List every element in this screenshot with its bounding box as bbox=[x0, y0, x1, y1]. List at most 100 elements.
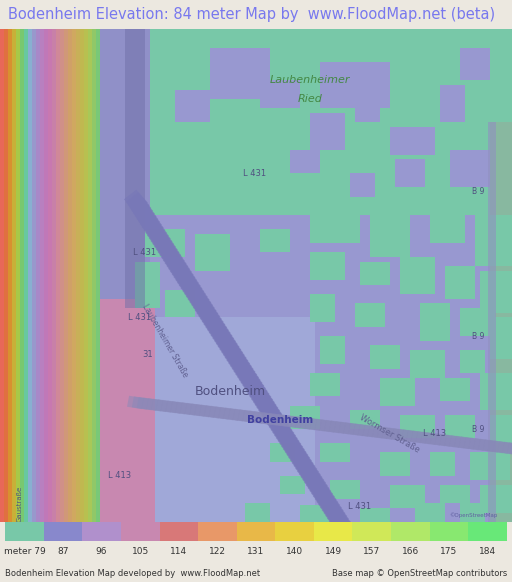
Bar bbox=[435, 434, 452, 447]
Bar bbox=[88, 29, 92, 522]
Text: Base map © OpenStreetMap contributors: Base map © OpenStreetMap contributors bbox=[332, 569, 507, 578]
Bar bbox=[440, 85, 465, 122]
Bar bbox=[416, 431, 433, 445]
Bar bbox=[271, 413, 288, 427]
Bar bbox=[4, 29, 8, 522]
Bar bbox=[238, 409, 254, 423]
Bar bbox=[175, 90, 210, 122]
Bar bbox=[235, 364, 259, 387]
Bar bbox=[308, 478, 331, 501]
Bar bbox=[350, 410, 380, 429]
Bar bbox=[195, 404, 211, 417]
Bar bbox=[126, 193, 150, 215]
Bar bbox=[260, 403, 284, 426]
Bar bbox=[152, 234, 176, 257]
Bar bbox=[135, 262, 160, 308]
Bar bbox=[352, 522, 391, 541]
Bar bbox=[148, 229, 173, 251]
Bar bbox=[269, 417, 292, 439]
Bar bbox=[370, 215, 410, 257]
Bar bbox=[24, 29, 28, 522]
Bar bbox=[478, 439, 495, 452]
Bar bbox=[175, 270, 199, 293]
Bar bbox=[480, 485, 512, 513]
Bar bbox=[473, 438, 490, 452]
Bar bbox=[84, 29, 88, 522]
Bar bbox=[175, 402, 192, 415]
Bar bbox=[279, 434, 303, 456]
Bar bbox=[324, 420, 341, 433]
Bar bbox=[382, 427, 399, 441]
Bar bbox=[276, 428, 300, 450]
Bar bbox=[350, 173, 375, 197]
Bar bbox=[292, 453, 315, 475]
Bar bbox=[136, 209, 160, 232]
Text: meter 79: meter 79 bbox=[4, 547, 45, 556]
Text: L 431: L 431 bbox=[134, 248, 157, 257]
Bar bbox=[370, 345, 400, 368]
Bar bbox=[245, 503, 270, 522]
Bar bbox=[197, 303, 220, 326]
Bar bbox=[249, 387, 273, 409]
Bar bbox=[214, 406, 230, 420]
Bar bbox=[16, 29, 20, 522]
Bar bbox=[216, 334, 240, 356]
Bar bbox=[320, 443, 350, 462]
Bar bbox=[82, 522, 121, 541]
Bar bbox=[5, 522, 44, 541]
Bar bbox=[166, 256, 190, 279]
Bar bbox=[420, 432, 437, 445]
Bar bbox=[230, 356, 254, 379]
Bar bbox=[318, 495, 342, 517]
Bar bbox=[199, 404, 216, 418]
Bar bbox=[306, 475, 330, 498]
Bar bbox=[319, 419, 336, 432]
Bar bbox=[207, 320, 231, 343]
Text: B 9: B 9 bbox=[472, 187, 484, 196]
Bar bbox=[391, 522, 430, 541]
Bar bbox=[145, 229, 185, 257]
Text: Gaustraße: Gaustraße bbox=[17, 485, 23, 521]
Bar bbox=[497, 441, 512, 455]
Bar bbox=[295, 459, 319, 481]
Bar bbox=[468, 438, 485, 451]
Text: 114: 114 bbox=[170, 547, 187, 556]
Bar bbox=[464, 437, 481, 450]
Bar bbox=[36, 29, 40, 522]
Bar bbox=[246, 381, 270, 403]
Bar bbox=[445, 267, 475, 299]
Bar bbox=[380, 378, 415, 406]
Bar bbox=[72, 29, 76, 522]
Bar bbox=[332, 517, 356, 540]
Bar bbox=[460, 350, 485, 373]
Bar bbox=[233, 409, 250, 422]
Bar bbox=[198, 306, 222, 329]
Bar bbox=[44, 29, 48, 522]
Bar bbox=[170, 262, 194, 284]
Text: Laubenheimer: Laubenheimer bbox=[270, 75, 350, 85]
Bar bbox=[444, 435, 461, 448]
Bar bbox=[330, 514, 354, 537]
Bar bbox=[242, 375, 266, 398]
Bar bbox=[159, 245, 183, 268]
Bar bbox=[377, 427, 394, 440]
Bar bbox=[490, 29, 512, 122]
Bar bbox=[203, 315, 227, 337]
Bar bbox=[344, 422, 360, 436]
Bar bbox=[151, 399, 168, 412]
Bar bbox=[180, 402, 197, 416]
Bar bbox=[300, 505, 330, 522]
Bar bbox=[130, 198, 153, 221]
Bar bbox=[281, 436, 305, 459]
Bar bbox=[164, 254, 188, 276]
Bar bbox=[280, 475, 305, 494]
Bar bbox=[262, 412, 279, 425]
Bar bbox=[425, 432, 442, 446]
Text: 166: 166 bbox=[402, 547, 419, 556]
Bar bbox=[146, 398, 163, 411]
Bar bbox=[380, 452, 410, 475]
Bar bbox=[266, 413, 283, 426]
Bar bbox=[430, 522, 468, 541]
Bar bbox=[295, 416, 312, 430]
Bar bbox=[440, 485, 470, 503]
